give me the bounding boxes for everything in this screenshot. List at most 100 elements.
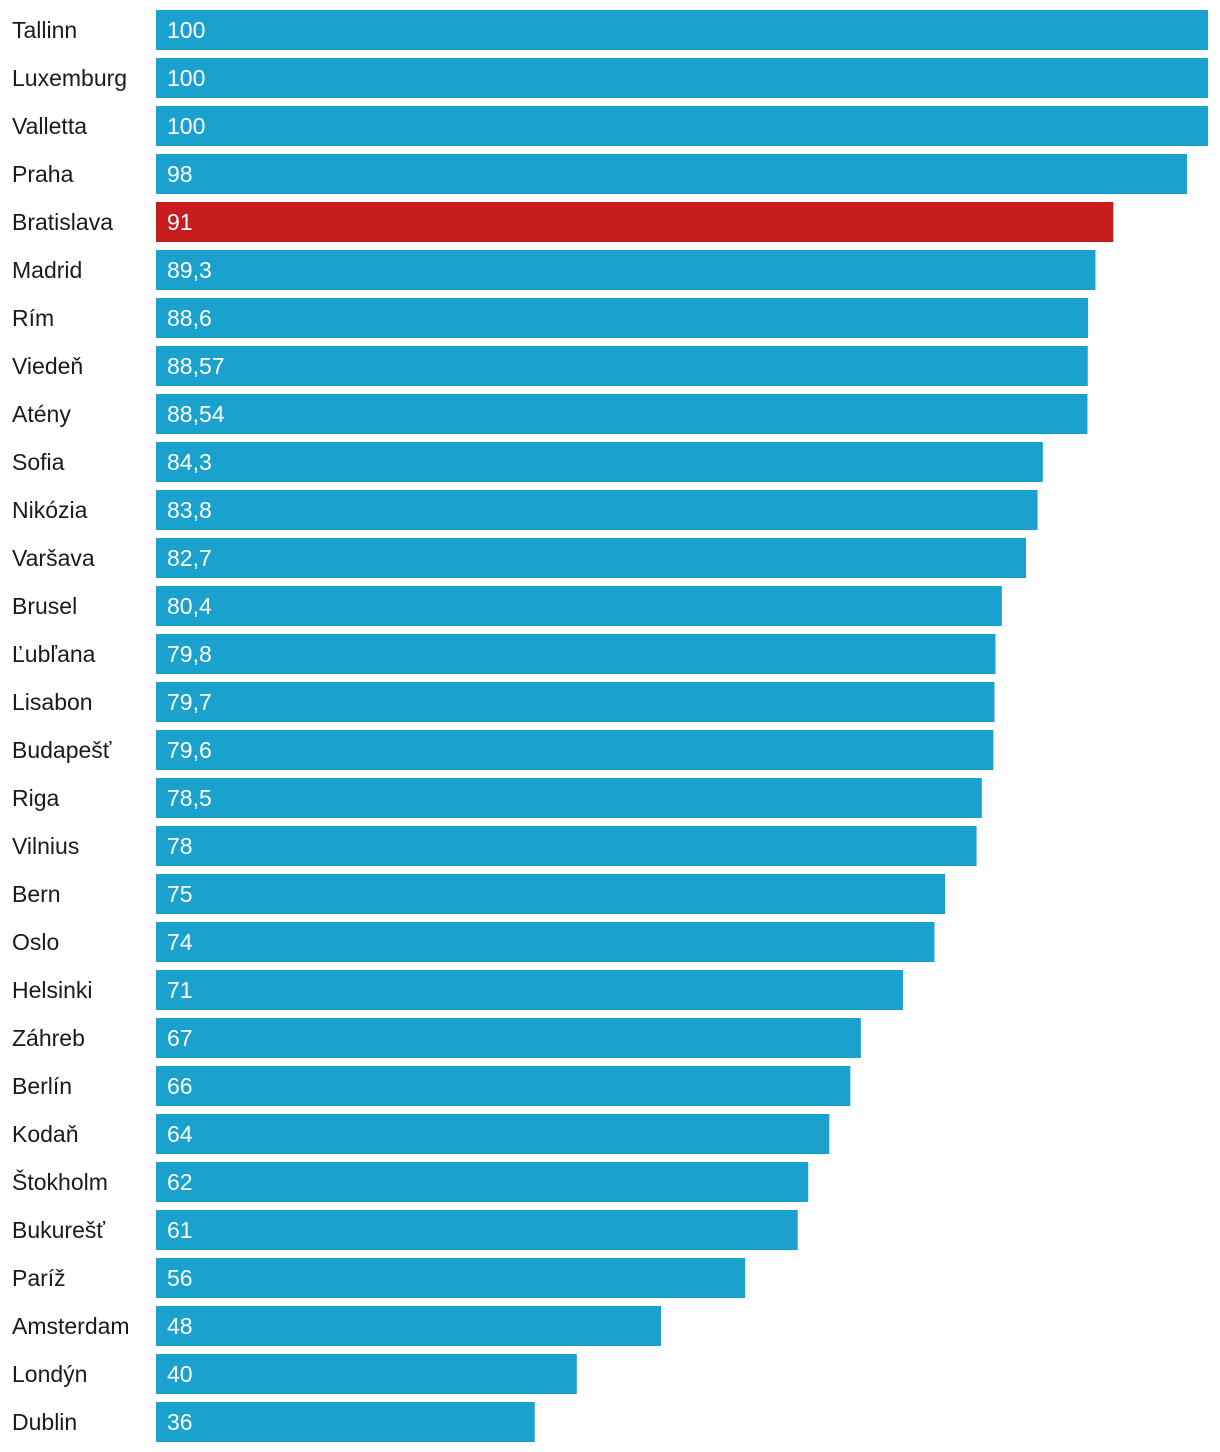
bar-row-vieden: Viedeň 88,57	[12, 346, 1088, 386]
bar-row-oslo: Oslo 74	[12, 922, 935, 962]
value-label-bratislava: 91	[167, 209, 193, 235]
category-label-bukurest: Bukurešť	[12, 1217, 105, 1243]
bar-berlin	[156, 1066, 851, 1106]
bar-row-rim: Rím 88,6	[12, 298, 1089, 338]
bar-row-pariz: Paríž 56	[12, 1258, 746, 1298]
value-label-praha: 98	[167, 161, 193, 187]
category-label-stokholm: Štokholm	[12, 1168, 108, 1195]
value-label-amsterdam: 48	[167, 1313, 193, 1339]
bar-row-tallinn: Tallinn 100	[12, 10, 1208, 50]
bar-row-bratislava: Bratislava 91	[12, 202, 1114, 242]
bar-budapest	[156, 730, 994, 770]
bar-helsinki	[156, 970, 903, 1010]
value-label-lisabon: 79,7	[167, 689, 212, 715]
value-label-dublin: 36	[167, 1409, 193, 1435]
value-label-lublana: 79,8	[167, 641, 212, 667]
bar-nikozia	[156, 490, 1038, 530]
bar-vieden	[156, 346, 1088, 386]
value-label-stokholm: 62	[167, 1169, 193, 1195]
category-label-vieden: Viedeň	[12, 353, 83, 379]
bar-brusel	[156, 586, 1002, 626]
bar-row-madrid: Madrid 89,3	[12, 250, 1096, 290]
category-label-riga: Riga	[12, 785, 60, 811]
bar-row-sofia: Sofia 84,3	[12, 442, 1043, 482]
value-label-vieden: 88,57	[167, 353, 225, 379]
value-label-bern: 75	[167, 881, 193, 907]
category-label-berlin: Berlín	[12, 1073, 72, 1099]
bar-lisabon	[156, 682, 995, 722]
bar-sofia	[156, 442, 1043, 482]
bar-row-helsinki: Helsinki 71	[12, 970, 903, 1010]
value-label-nikozia: 83,8	[167, 497, 212, 523]
bar-bern	[156, 874, 945, 914]
bar-stokholm	[156, 1162, 809, 1202]
value-label-vilnius: 78	[167, 833, 193, 859]
category-label-bern: Bern	[12, 881, 61, 907]
category-label-lublana: Ľubľana	[12, 641, 96, 667]
value-label-luxemburg: 100	[167, 65, 205, 91]
value-label-madrid: 89,3	[167, 257, 212, 283]
bar-row-nikozia: Nikózia 83,8	[12, 490, 1038, 530]
bar-row-dublin: Dublin 36	[12, 1402, 535, 1442]
bar-vilnius	[156, 826, 977, 866]
bar-row-budapest: Budapešť 79,6	[12, 730, 994, 770]
bar-pariz	[156, 1258, 746, 1298]
category-label-dublin: Dublin	[12, 1409, 77, 1435]
bar-rim	[156, 298, 1089, 338]
category-label-brusel: Brusel	[12, 593, 77, 619]
category-label-praha: Praha	[12, 161, 74, 187]
category-label-helsinki: Helsinki	[12, 977, 93, 1003]
bar-oslo	[156, 922, 935, 962]
category-label-luxemburg: Luxemburg	[12, 65, 127, 91]
bar-row-luxemburg: Luxemburg 100	[12, 58, 1208, 98]
category-label-oslo: Oslo	[12, 929, 59, 955]
category-label-nikozia: Nikózia	[12, 497, 88, 523]
bar-row-varsava: Varšava 82,7	[12, 538, 1027, 578]
bar-kodan	[156, 1114, 830, 1154]
bar-varsava	[156, 538, 1027, 578]
value-label-helsinki: 71	[167, 977, 193, 1003]
bar-row-zahreb: Záhreb 67	[12, 1018, 861, 1058]
value-label-kodan: 64	[167, 1121, 193, 1147]
value-label-budapest: 79,6	[167, 737, 212, 763]
value-label-sofia: 84,3	[167, 449, 212, 475]
bar-row-bern: Bern 75	[12, 874, 945, 914]
bar-row-lublana: Ľubľana 79,8	[12, 634, 996, 674]
bar-londyn	[156, 1354, 577, 1394]
category-label-amsterdam: Amsterdam	[12, 1313, 130, 1339]
bar-row-amsterdam: Amsterdam 48	[12, 1306, 661, 1346]
bar-row-valletta: Valletta 100	[12, 106, 1208, 146]
value-label-riga: 78,5	[167, 785, 212, 811]
category-label-ateny: Atény	[12, 401, 71, 427]
value-label-ateny: 88,54	[167, 401, 225, 427]
category-label-kodan: Kodaň	[12, 1121, 79, 1147]
bar-riga	[156, 778, 982, 818]
category-label-valletta: Valletta	[12, 113, 87, 139]
bar-row-londyn: Londýn 40	[12, 1354, 577, 1394]
bar-bukurest	[156, 1210, 798, 1250]
bar-row-berlin: Berlín 66	[12, 1066, 851, 1106]
bar-row-brusel: Brusel 80,4	[12, 586, 1002, 626]
bar-luxemburg	[156, 58, 1208, 98]
value-label-berlin: 66	[167, 1073, 193, 1099]
bar-row-riga: Riga 78,5	[12, 778, 982, 818]
bar-lublana	[156, 634, 996, 674]
bar-row-bukurest: Bukurešť 61	[12, 1210, 798, 1250]
category-label-budapest: Budapešť	[12, 737, 112, 763]
value-label-tallinn: 100	[167, 17, 205, 43]
value-label-brusel: 80,4	[167, 593, 212, 619]
bar-row-vilnius: Vilnius 78	[12, 826, 977, 866]
bar-dublin	[156, 1402, 535, 1442]
category-label-zahreb: Záhreb	[12, 1025, 85, 1051]
bar-valletta	[156, 106, 1208, 146]
bar-ateny	[156, 394, 1088, 434]
category-label-pariz: Paríž	[12, 1265, 66, 1291]
category-label-madrid: Madrid	[12, 257, 82, 283]
bar-zahreb	[156, 1018, 861, 1058]
bar-row-lisabon: Lisabon 79,7	[12, 682, 995, 722]
bar-madrid	[156, 250, 1096, 290]
bar-row-stokholm: Štokholm 62	[12, 1162, 809, 1202]
value-label-valletta: 100	[167, 113, 205, 139]
bar-amsterdam	[156, 1306, 661, 1346]
